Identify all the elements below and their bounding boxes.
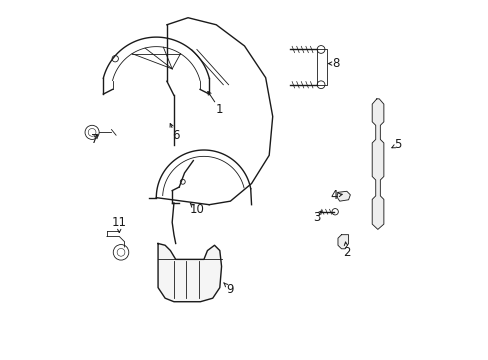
Text: 5: 5 [393, 138, 401, 151]
Polygon shape [336, 191, 349, 201]
Text: 2: 2 [343, 246, 350, 259]
Text: 1: 1 [216, 103, 223, 116]
Polygon shape [371, 99, 383, 229]
Text: 8: 8 [332, 57, 339, 70]
Text: 4: 4 [330, 189, 338, 202]
Text: 6: 6 [172, 129, 179, 143]
Polygon shape [337, 235, 348, 249]
Polygon shape [158, 243, 221, 302]
Text: 10: 10 [189, 203, 204, 216]
Text: 11: 11 [112, 216, 126, 229]
Text: 7: 7 [91, 133, 98, 146]
Text: 9: 9 [226, 283, 234, 296]
Text: 3: 3 [312, 211, 320, 224]
